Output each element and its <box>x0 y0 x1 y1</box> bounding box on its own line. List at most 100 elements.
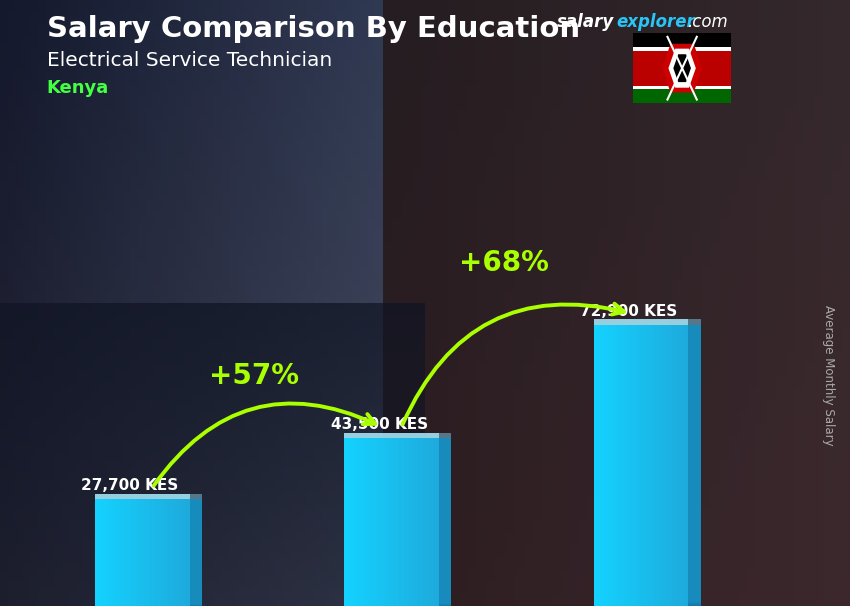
Bar <box>110 499 113 606</box>
Bar <box>190 604 202 606</box>
Bar <box>643 324 644 606</box>
Bar <box>133 499 135 606</box>
Bar <box>180 499 182 606</box>
Bar <box>190 528 202 605</box>
Bar <box>114 499 116 606</box>
Bar <box>190 583 202 605</box>
Bar <box>128 499 130 606</box>
Bar <box>688 484 700 604</box>
Bar <box>683 324 686 606</box>
Bar <box>688 367 700 602</box>
Bar <box>394 438 395 606</box>
Bar <box>633 47 731 51</box>
Bar <box>359 438 360 606</box>
Bar <box>190 599 202 606</box>
Bar <box>604 324 607 606</box>
Bar <box>688 568 700 605</box>
Bar <box>688 376 700 602</box>
Bar <box>190 558 202 605</box>
Bar <box>688 550 700 605</box>
Bar <box>628 324 631 606</box>
Bar <box>158 499 160 606</box>
Bar <box>615 324 618 606</box>
Bar <box>190 504 202 604</box>
Bar <box>376 438 378 606</box>
Bar <box>600 324 602 606</box>
Bar <box>620 324 622 606</box>
Bar <box>439 474 451 604</box>
Bar <box>688 545 700 605</box>
Bar <box>122 499 124 606</box>
Bar <box>95 499 97 606</box>
Bar <box>177 499 179 606</box>
Bar <box>405 438 406 606</box>
Bar <box>688 559 700 605</box>
Bar <box>190 563 202 605</box>
Bar <box>597 324 598 606</box>
Polygon shape <box>668 48 696 88</box>
Bar <box>129 499 132 606</box>
Bar <box>142 499 145 606</box>
Bar <box>593 324 596 606</box>
Bar <box>434 438 436 606</box>
Bar <box>372 438 375 606</box>
Bar <box>374 438 377 606</box>
Bar <box>688 456 700 604</box>
Bar <box>439 508 451 604</box>
Bar <box>425 438 427 606</box>
Bar <box>190 561 202 605</box>
Bar <box>190 545 202 605</box>
Bar <box>688 418 700 603</box>
Bar <box>688 474 700 604</box>
Bar <box>190 540 202 605</box>
Bar <box>116 499 117 606</box>
Bar <box>688 433 700 603</box>
Bar <box>190 542 202 605</box>
Bar <box>674 324 676 606</box>
Bar <box>688 437 700 603</box>
Bar <box>147 499 149 606</box>
Bar <box>439 438 451 603</box>
Bar <box>439 466 451 604</box>
Bar <box>101 499 103 606</box>
Bar <box>439 561 451 605</box>
Bar <box>118 499 121 606</box>
Bar <box>190 531 202 605</box>
Bar <box>428 438 430 606</box>
Bar <box>190 597 202 606</box>
Bar <box>617 324 620 606</box>
Text: salary: salary <box>557 13 614 32</box>
Bar <box>661 324 664 606</box>
Bar <box>190 572 202 605</box>
Bar <box>387 438 389 606</box>
Bar <box>688 409 700 603</box>
Bar <box>688 536 700 605</box>
Bar <box>439 547 451 605</box>
Bar <box>647 324 649 606</box>
Bar <box>649 324 651 606</box>
Bar <box>383 438 386 606</box>
Bar <box>346 438 348 606</box>
Text: +57%: +57% <box>209 362 299 390</box>
Bar <box>439 452 451 604</box>
Bar <box>150 499 152 606</box>
Bar <box>360 438 362 606</box>
Bar <box>598 324 600 606</box>
Bar <box>190 534 202 605</box>
Bar <box>190 595 202 606</box>
Bar <box>644 324 646 606</box>
Bar <box>626 324 629 606</box>
Bar <box>344 433 439 438</box>
Text: explorer: explorer <box>616 13 695 32</box>
Bar <box>439 522 451 605</box>
Bar <box>688 507 700 604</box>
Bar <box>606 324 609 606</box>
Bar <box>190 587 202 606</box>
Bar <box>439 533 451 605</box>
Bar <box>190 502 202 604</box>
Bar <box>688 353 700 602</box>
Bar <box>665 324 666 606</box>
Bar <box>368 438 370 606</box>
Bar <box>416 438 419 606</box>
Bar <box>123 499 125 606</box>
